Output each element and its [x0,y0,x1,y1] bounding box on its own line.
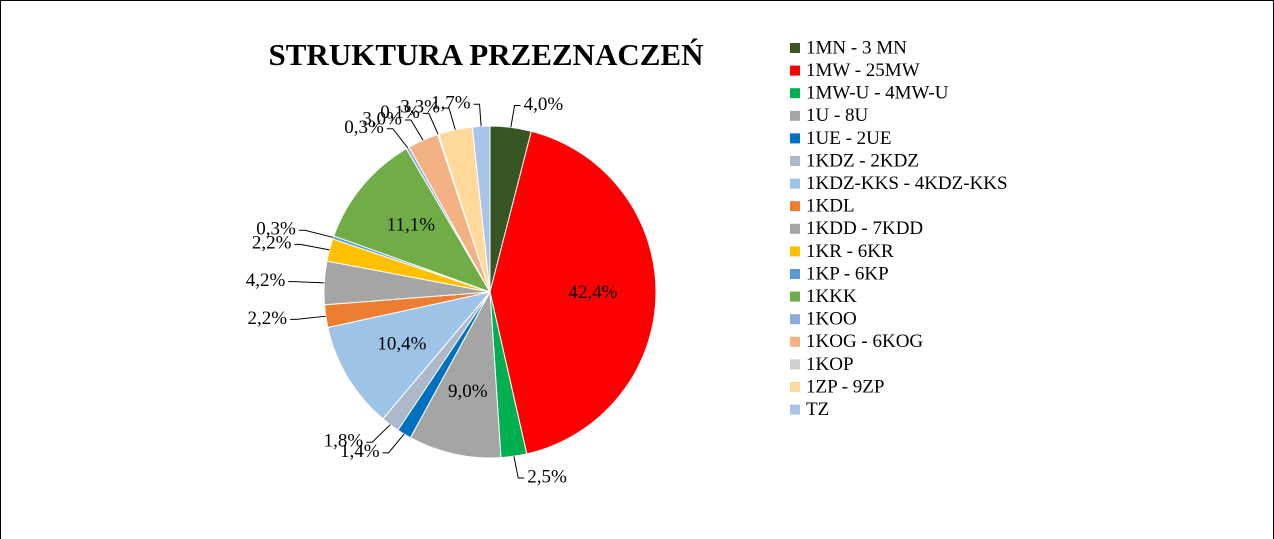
data-label: 10,4% [377,333,426,354]
leader-line [422,112,439,135]
data-label: 0,3% [344,117,384,138]
chart-title: STRUKTURA PRZEZNACZEŃ [269,37,704,72]
legend-label: 1KDD - 7KDD [806,218,923,239]
data-label: 0,3% [256,219,296,240]
legend-swatch [790,336,800,347]
leader-line [443,107,456,130]
legend-label: 1U - 8U [806,105,869,126]
leader-line [294,243,330,251]
leader-line [298,229,334,238]
legend-swatch [790,314,800,325]
legend-label: 1ZP - 9ZP [806,376,884,397]
legend-swatch [790,246,800,257]
legend-label: 1KOO [806,309,857,330]
data-label: 9,0% [448,381,488,402]
legend-swatch [790,65,800,76]
data-label: 3,3% [400,97,440,118]
data-label: 1,4% [340,441,380,462]
legend-label: 1KP - 6KP [806,263,889,284]
legend-swatch [790,178,800,189]
pie-slice [333,147,492,293]
leader-line [510,104,521,128]
data-label: 0,1% [380,102,420,123]
legend-label: 1KDL [806,196,855,217]
legend-swatch [790,291,800,302]
legend-swatch [790,223,800,234]
legend-swatch [790,382,800,392]
legend-swatch [790,133,800,144]
leader-line [382,433,405,454]
legend-label: 1KKK [806,286,857,307]
leader-line [288,281,325,284]
data-label: 1,7% [431,93,471,114]
data-label: 42,4% [568,282,617,303]
data-label: 4,2% [246,270,286,291]
data-label: 1,8% [324,431,364,452]
legend-label: 1KOG - 6KOG [806,331,923,352]
legend-swatch [790,88,800,99]
data-label: 2,2% [248,308,288,329]
pie-slice [409,290,502,459]
legend-label: 1KDZ - 2KDZ [806,150,919,171]
legend-swatch [790,156,800,166]
legend-label: 1MN - 3 MN [806,37,907,58]
leader-line [404,119,424,141]
leader-line [290,315,326,320]
pie-slice [471,125,491,293]
data-label: 11,1% [387,215,436,236]
legend-swatch [790,201,800,212]
leader-line [366,424,391,443]
legend-swatch [790,269,800,279]
data-label: 4,0% [524,94,564,115]
leader-line [473,103,482,127]
legend-label: 1UE - 2UE [806,128,891,149]
legend-swatch [790,359,800,370]
leader-line [386,128,409,149]
legend-swatch [790,404,800,415]
legend-label: 1KDZ-KKS - 4KDZ-KKS [806,173,1008,194]
legend-swatch [790,110,800,121]
pie-slice [327,291,492,420]
pie-slice [489,130,657,455]
legend-label: 1KOP [806,354,854,375]
legend-label: 1MW - 25MW [806,60,920,81]
data-label: 3,0% [362,108,402,129]
data-label: 2,5% [527,466,567,487]
leader-line [513,456,525,479]
data-label: 2,2% [252,233,292,254]
legend-label: 1MW-U - 4MW-U [806,83,949,104]
legend-swatch [790,43,800,53]
legend-label: 1KR - 6KR [806,241,894,262]
legend-label: TZ [806,399,829,420]
